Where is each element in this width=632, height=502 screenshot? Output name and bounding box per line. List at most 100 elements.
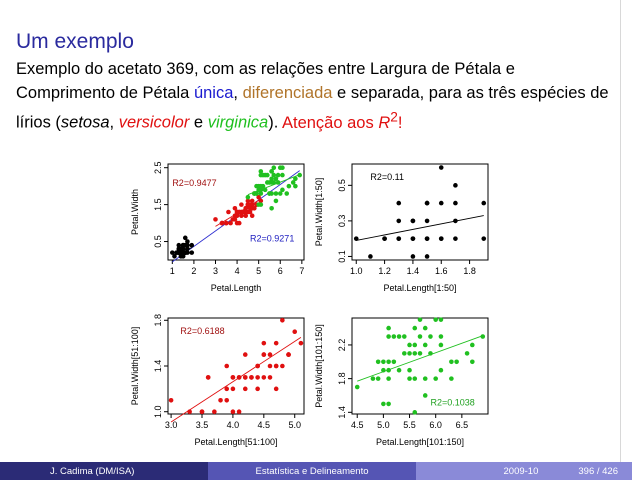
- data-point: [275, 172, 281, 178]
- x-tick-label: 1: [170, 266, 175, 276]
- data-point: [375, 376, 381, 381]
- data-point: [284, 191, 290, 196]
- r2-annotation: R2=0.1038: [430, 398, 474, 408]
- y-tick-label: 0.3: [337, 215, 347, 228]
- data-point: [402, 334, 407, 339]
- data-point: [258, 198, 264, 204]
- data-point: [256, 194, 261, 200]
- data-point: [255, 375, 260, 380]
- data-point: [424, 218, 430, 224]
- x-tick-label: 4: [235, 266, 240, 276]
- data-point: [241, 209, 246, 215]
- data-point: [280, 363, 285, 369]
- data-point: [267, 363, 273, 369]
- data-point: [453, 200, 458, 206]
- data-point: [185, 246, 190, 252]
- data-point: [396, 367, 402, 373]
- y-axis-label: Petal.Width[51:100]: [130, 327, 140, 406]
- data-point: [223, 220, 229, 226]
- data-point: [422, 376, 428, 381]
- y-tick-label: 2.5: [153, 161, 163, 174]
- data-point: [230, 386, 236, 392]
- data-point: [269, 176, 274, 182]
- text-sup: 2: [390, 109, 398, 124]
- x-axis-label: Petal.Length[51:100]: [194, 437, 277, 447]
- data-point: [407, 342, 412, 348]
- data-point: [170, 250, 175, 255]
- data-point: [438, 367, 444, 373]
- data-point: [297, 172, 302, 178]
- data-point: [412, 376, 418, 381]
- data-point: [249, 198, 255, 204]
- data-point: [286, 352, 291, 357]
- y-tick-label: 1.8: [337, 372, 347, 385]
- data-point: [199, 409, 205, 415]
- data-point: [224, 386, 230, 392]
- data-point: [381, 367, 386, 373]
- x-tick-label: 3.0: [165, 420, 178, 430]
- x-tick-label: 6: [278, 266, 283, 276]
- data-point: [261, 340, 267, 346]
- data-point: [438, 342, 444, 348]
- data-point: [267, 352, 273, 357]
- text-part: ,: [233, 84, 243, 102]
- x-tick-label: 3: [213, 266, 218, 276]
- text-part: ).: [268, 113, 282, 132]
- x-axis-label: Petal.Length[101:150]: [376, 437, 464, 447]
- data-point: [224, 397, 230, 403]
- data-point: [396, 200, 402, 206]
- data-point: [422, 342, 428, 348]
- text-part: ,: [109, 113, 119, 132]
- data-point: [417, 317, 423, 322]
- data-point: [290, 180, 296, 185]
- data-point: [422, 325, 428, 331]
- data-point: [470, 359, 475, 365]
- data-point: [370, 376, 376, 381]
- data-point: [402, 351, 407, 356]
- data-point: [417, 334, 423, 339]
- x-tick-label: 4.0: [227, 420, 240, 430]
- data-point: [386, 325, 391, 331]
- text-excl: !: [397, 113, 403, 132]
- data-point: [269, 180, 274, 185]
- data-point: [224, 363, 230, 369]
- data-point: [176, 242, 182, 248]
- data-point: [470, 342, 475, 348]
- footer-author: J. Cadima (DM/ISA): [0, 462, 208, 480]
- data-point: [381, 359, 386, 365]
- x-tick-label: 5.0: [288, 420, 301, 430]
- data-point: [249, 202, 255, 207]
- footer-bar: J. Cadima (DM/ISA) Estatística e Delinea…: [0, 462, 632, 480]
- data-point: [424, 236, 430, 241]
- text-r: R: [378, 113, 391, 132]
- data-point: [218, 397, 223, 403]
- x-tick-label: 5.5: [403, 420, 416, 430]
- data-point: [412, 351, 418, 356]
- data-point: [261, 375, 267, 380]
- data-point: [245, 202, 251, 207]
- data-point: [212, 409, 217, 415]
- data-point: [260, 172, 266, 178]
- data-point: [178, 246, 184, 252]
- plot-frame: [167, 163, 305, 261]
- data-point: [187, 409, 192, 415]
- data-point: [189, 242, 195, 248]
- data-point: [353, 236, 359, 241]
- data-point: [298, 340, 304, 346]
- data-point: [172, 254, 177, 259]
- plot-frame: [351, 163, 489, 261]
- scatter-plot-all-species: 1 2 3 4 5 6 7 0.5 1.5 2.5 Petal.Length Petal.Width R…: [130, 161, 305, 293]
- data-point: [242, 375, 248, 380]
- data-point: [410, 254, 416, 259]
- data-point: [428, 351, 433, 356]
- data-point: [449, 376, 454, 381]
- data-point: [271, 172, 277, 178]
- data-point: [249, 213, 255, 218]
- data-point: [280, 317, 285, 323]
- x-tick-label: 7: [299, 266, 304, 276]
- text-part: e: [189, 113, 208, 132]
- data-point: [205, 375, 211, 380]
- data-point: [433, 376, 438, 381]
- data-point: [273, 191, 279, 196]
- data-point: [407, 351, 412, 356]
